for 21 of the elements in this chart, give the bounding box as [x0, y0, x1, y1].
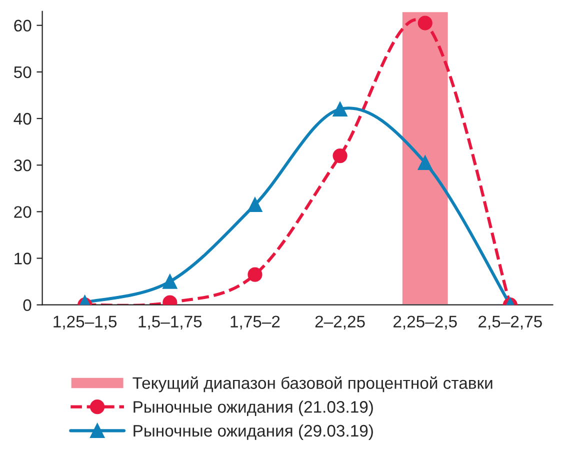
- point: [332, 148, 348, 164]
- x-tick-label: 1,75–2: [230, 316, 280, 330]
- y-tick-label: 50: [14, 66, 32, 78]
- x-tick-label: 2,5–2,75: [478, 316, 542, 330]
- y-tick-label: 60: [14, 20, 32, 32]
- legend-label: Текущий диапазон базовой процентной ставки: [132, 376, 492, 392]
- y-tick-label: 20: [14, 206, 32, 218]
- x-tick-label: 1,25–1,5: [54, 316, 117, 330]
- point: [418, 16, 432, 30]
- legend-label: Рыночные ожидания (29.03.19): [134, 424, 373, 440]
- x-tick-label: 2,25–2,5: [394, 316, 457, 330]
- y-tick-label: 30: [14, 160, 32, 172]
- point: [418, 155, 432, 170]
- y-tick-label: 10: [14, 252, 32, 264]
- point: [248, 197, 262, 212]
- legend-label: Рыночные ожидания (21.03.19): [134, 400, 373, 416]
- point: [332, 102, 348, 116]
- x-tick-label: 1,5–1,75: [138, 316, 202, 330]
- x-tick-label: 2–2,25: [315, 316, 365, 330]
- y-tick-label: 0: [23, 299, 32, 312]
- y-tick-label: 40: [14, 112, 32, 125]
